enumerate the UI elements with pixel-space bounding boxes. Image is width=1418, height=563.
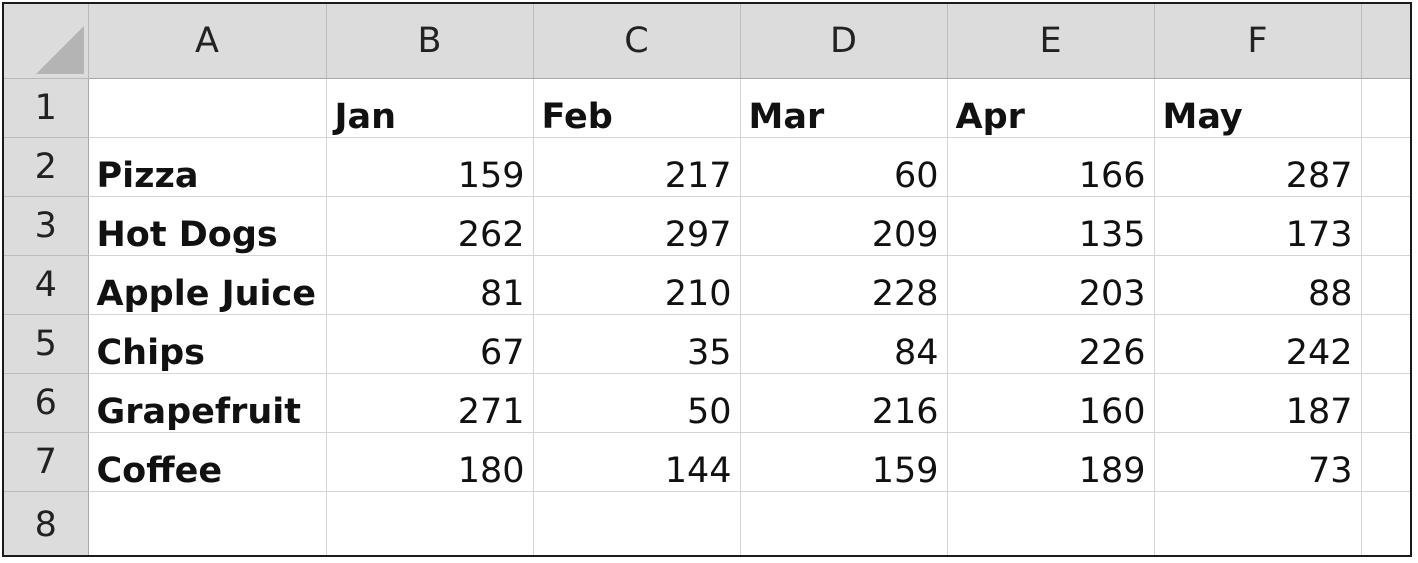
select-all-triangle-icon bbox=[35, 25, 84, 74]
cell-b1[interactable]: Jan bbox=[326, 78, 534, 138]
row-header-4[interactable]: 4 bbox=[4, 255, 89, 315]
cell-c1[interactable]: Feb bbox=[533, 78, 741, 138]
cell-f4[interactable]: 88 bbox=[1154, 255, 1362, 315]
column-header-g-partial[interactable] bbox=[1361, 4, 1410, 79]
cell-d5[interactable]: 84 bbox=[740, 314, 948, 374]
cell-f7[interactable]: 73 bbox=[1154, 432, 1362, 492]
cell-a6[interactable]: Grapefruit bbox=[88, 373, 327, 433]
cell-b2[interactable]: 159 bbox=[326, 137, 534, 197]
table-row-8: 8 bbox=[4, 491, 1410, 555]
cell-g7[interactable] bbox=[1361, 432, 1410, 492]
column-header-row: A B C D E F bbox=[4, 4, 1410, 79]
cell-d6[interactable]: 216 bbox=[740, 373, 948, 433]
table-row-6: 6 Grapefruit 271 50 216 160 187 bbox=[4, 373, 1410, 433]
row-header-8[interactable]: 8 bbox=[4, 491, 89, 555]
cell-f3[interactable]: 173 bbox=[1154, 196, 1362, 256]
cell-e4[interactable]: 203 bbox=[947, 255, 1155, 315]
cell-c2[interactable]: 217 bbox=[533, 137, 741, 197]
cell-b6[interactable]: 271 bbox=[326, 373, 534, 433]
cell-a7[interactable]: Coffee bbox=[88, 432, 327, 492]
cell-b3[interactable]: 262 bbox=[326, 196, 534, 256]
select-all-corner[interactable] bbox=[4, 4, 89, 79]
row-header-7[interactable]: 7 bbox=[4, 432, 89, 492]
table-row-4: 4 Apple Juice 81 210 228 203 88 bbox=[4, 255, 1410, 315]
cell-c4[interactable]: 210 bbox=[533, 255, 741, 315]
cell-e8[interactable] bbox=[947, 491, 1155, 555]
cell-d7[interactable]: 159 bbox=[740, 432, 948, 492]
cell-g8[interactable] bbox=[1361, 491, 1410, 555]
cell-f5[interactable]: 242 bbox=[1154, 314, 1362, 374]
row-header-1[interactable]: 1 bbox=[4, 78, 89, 138]
column-header-c[interactable]: C bbox=[533, 4, 741, 79]
cell-g6[interactable] bbox=[1361, 373, 1410, 433]
cell-e2[interactable]: 166 bbox=[947, 137, 1155, 197]
cell-d3[interactable]: 209 bbox=[740, 196, 948, 256]
column-header-f[interactable]: F bbox=[1154, 4, 1362, 79]
cell-e6[interactable]: 160 bbox=[947, 373, 1155, 433]
cell-f8[interactable] bbox=[1154, 491, 1362, 555]
column-header-d[interactable]: D bbox=[740, 4, 948, 79]
column-header-a[interactable]: A bbox=[88, 4, 327, 79]
cell-b8[interactable] bbox=[326, 491, 534, 555]
cell-c6[interactable]: 50 bbox=[533, 373, 741, 433]
cell-b7[interactable]: 180 bbox=[326, 432, 534, 492]
cell-e5[interactable]: 226 bbox=[947, 314, 1155, 374]
cell-g2[interactable] bbox=[1361, 137, 1410, 197]
cell-c8[interactable] bbox=[533, 491, 741, 555]
row-header-6[interactable]: 6 bbox=[4, 373, 89, 433]
table-row-1: 1 Jan Feb Mar Apr May bbox=[4, 78, 1410, 138]
row-header-5[interactable]: 5 bbox=[4, 314, 89, 374]
cell-a4[interactable]: Apple Juice bbox=[88, 255, 327, 315]
cell-f2[interactable]: 287 bbox=[1154, 137, 1362, 197]
cell-g3[interactable] bbox=[1361, 196, 1410, 256]
cell-e3[interactable]: 135 bbox=[947, 196, 1155, 256]
column-header-b[interactable]: B bbox=[326, 4, 534, 79]
cell-c5[interactable]: 35 bbox=[533, 314, 741, 374]
cell-c3[interactable]: 297 bbox=[533, 196, 741, 256]
cell-a1[interactable] bbox=[88, 78, 327, 138]
table-row-3: 3 Hot Dogs 262 297 209 135 173 bbox=[4, 196, 1410, 256]
cell-f1[interactable]: May bbox=[1154, 78, 1362, 138]
row-header-3[interactable]: 3 bbox=[4, 196, 89, 256]
cell-e1[interactable]: Apr bbox=[947, 78, 1155, 138]
column-header-e[interactable]: E bbox=[947, 4, 1155, 79]
cell-f6[interactable]: 187 bbox=[1154, 373, 1362, 433]
cell-c7[interactable]: 144 bbox=[533, 432, 741, 492]
table-row-7: 7 Coffee 180 144 159 189 73 bbox=[4, 432, 1410, 492]
cell-d2[interactable]: 60 bbox=[740, 137, 948, 197]
table-row-5: 5 Chips 67 35 84 226 242 bbox=[4, 314, 1410, 374]
row-header-2[interactable]: 2 bbox=[4, 137, 89, 197]
cell-a3[interactable]: Hot Dogs bbox=[88, 196, 327, 256]
cell-g1[interactable] bbox=[1361, 78, 1410, 138]
cell-g4[interactable] bbox=[1361, 255, 1410, 315]
cell-d4[interactable]: 228 bbox=[740, 255, 948, 315]
cell-a8[interactable] bbox=[88, 491, 327, 555]
cell-d8[interactable] bbox=[740, 491, 948, 555]
cell-g5[interactable] bbox=[1361, 314, 1410, 374]
cell-e7[interactable]: 189 bbox=[947, 432, 1155, 492]
cell-b4[interactable]: 81 bbox=[326, 255, 534, 315]
table-row-2: 2 Pizza 159 217 60 166 287 bbox=[4, 137, 1410, 197]
worksheet-table: A B C D E F 1 Jan Feb Mar Apr May 2 Pizz… bbox=[4, 4, 1410, 555]
cell-d1[interactable]: Mar bbox=[740, 78, 948, 138]
cell-b5[interactable]: 67 bbox=[326, 314, 534, 374]
cell-a2[interactable]: Pizza bbox=[88, 137, 327, 197]
cell-a5[interactable]: Chips bbox=[88, 314, 327, 374]
